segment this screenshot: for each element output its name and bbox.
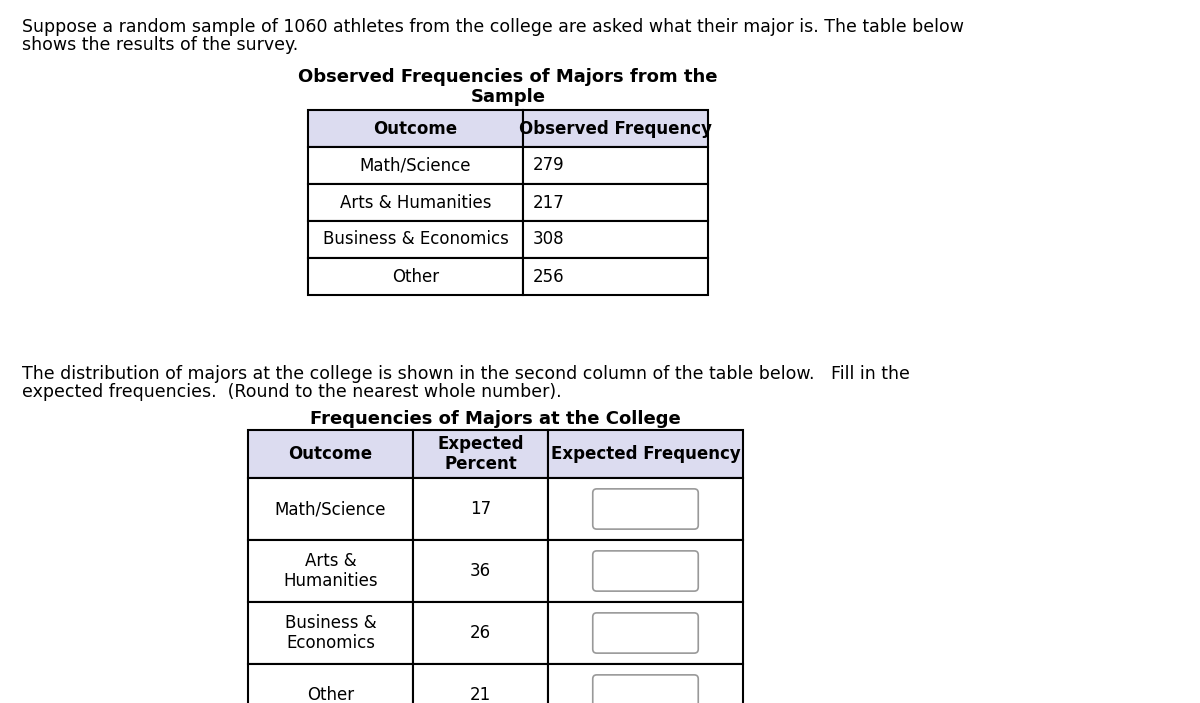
Text: Math/Science: Math/Science xyxy=(360,157,472,174)
Text: 308: 308 xyxy=(533,231,565,248)
Text: 36: 36 xyxy=(470,562,491,580)
Text: Arts & Humanities: Arts & Humanities xyxy=(340,193,491,212)
Bar xyxy=(308,147,523,184)
Bar xyxy=(248,478,413,540)
Text: 21: 21 xyxy=(470,686,491,703)
FancyBboxPatch shape xyxy=(593,489,698,529)
Text: Arts &
Humanities: Arts & Humanities xyxy=(283,552,378,591)
Text: 279: 279 xyxy=(533,157,565,174)
Text: Expected Frequency: Expected Frequency xyxy=(551,445,740,463)
Text: shows the results of the survey.: shows the results of the survey. xyxy=(22,36,299,54)
Text: 256: 256 xyxy=(533,268,565,285)
Text: 217: 217 xyxy=(533,193,565,212)
Bar xyxy=(413,602,548,664)
Bar xyxy=(248,664,413,703)
Text: 26: 26 xyxy=(470,624,491,642)
Text: Business &
Economics: Business & Economics xyxy=(284,614,377,652)
Text: Outcome: Outcome xyxy=(288,445,372,463)
Bar xyxy=(548,478,743,540)
Bar xyxy=(523,221,708,258)
Text: Suppose a random sample of 1060 athletes from the college are asked what their m: Suppose a random sample of 1060 athletes… xyxy=(22,18,964,36)
Text: The distribution of majors at the college is shown in the second column of the t: The distribution of majors at the colleg… xyxy=(22,365,910,383)
Bar xyxy=(308,258,523,295)
FancyBboxPatch shape xyxy=(593,551,698,591)
Bar xyxy=(523,184,708,221)
Bar xyxy=(548,430,743,478)
Bar xyxy=(523,110,708,147)
Bar xyxy=(413,430,548,478)
Text: Observed Frequency: Observed Frequency xyxy=(520,120,712,138)
Bar xyxy=(413,478,548,540)
Text: Sample: Sample xyxy=(470,88,546,106)
Bar xyxy=(548,602,743,664)
Bar xyxy=(523,147,708,184)
Bar xyxy=(248,602,413,664)
Bar xyxy=(308,110,523,147)
Bar xyxy=(413,540,548,602)
Bar xyxy=(308,221,523,258)
Text: Other: Other xyxy=(392,268,439,285)
Text: Expected
Percent: Expected Percent xyxy=(437,434,523,473)
Text: 17: 17 xyxy=(470,500,491,518)
FancyBboxPatch shape xyxy=(593,675,698,703)
Bar xyxy=(248,430,413,478)
Bar xyxy=(413,664,548,703)
Bar xyxy=(248,540,413,602)
Bar xyxy=(548,540,743,602)
Text: Business & Economics: Business & Economics xyxy=(323,231,509,248)
Bar xyxy=(308,184,523,221)
Text: Math/Science: Math/Science xyxy=(275,500,386,518)
Text: Outcome: Outcome xyxy=(373,120,457,138)
Text: expected frequencies.  (Round to the nearest whole number).: expected frequencies. (Round to the near… xyxy=(22,383,562,401)
Text: Frequencies of Majors at the College: Frequencies of Majors at the College xyxy=(310,410,680,428)
Bar xyxy=(548,664,743,703)
Text: Observed Frequencies of Majors from the: Observed Frequencies of Majors from the xyxy=(299,68,718,86)
Text: Other: Other xyxy=(307,686,354,703)
Bar xyxy=(523,258,708,295)
FancyBboxPatch shape xyxy=(593,613,698,653)
